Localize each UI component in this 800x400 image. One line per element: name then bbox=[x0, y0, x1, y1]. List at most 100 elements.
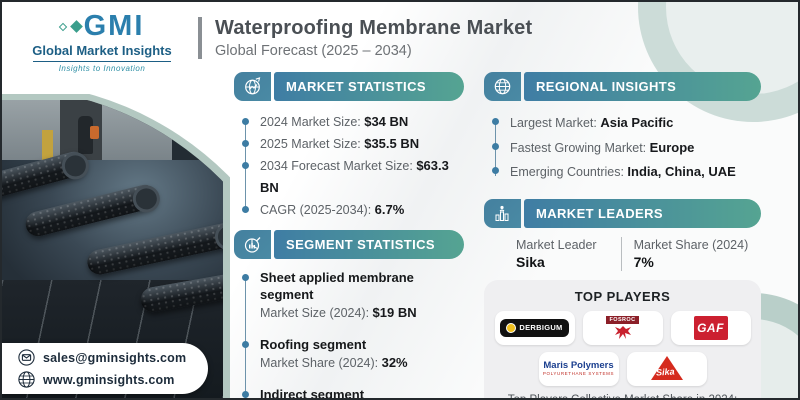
regional-insights-icon-chip bbox=[484, 72, 521, 101]
email-text: sales@gminsights.com bbox=[43, 350, 187, 365]
section-title: MARKET LEADERS bbox=[524, 198, 761, 228]
regional-insights-header: REGIONAL INSIGHTS bbox=[484, 72, 761, 101]
segment-statistics-list: Sheet applied membrane segment Market Si… bbox=[242, 269, 464, 400]
photo-equipment bbox=[42, 130, 53, 160]
gaf-logo: GAF bbox=[693, 315, 728, 340]
stat-item: CAGR (2025-2034): 6.7% bbox=[242, 199, 464, 221]
tagline-divider bbox=[33, 61, 171, 62]
stat-value: $34 BN bbox=[364, 114, 409, 129]
gmi-logo: GMI Global Market Insights Insights to I… bbox=[22, 10, 182, 74]
stat-value: 6.7% bbox=[374, 202, 405, 217]
segment-item: Sheet applied membrane segment Market Si… bbox=[242, 269, 464, 323]
top-players-title: TOP PLAYERS bbox=[574, 288, 671, 304]
sika-logo: Sika bbox=[649, 355, 685, 382]
market-statistics-list: 2024 Market Size: $34 BN 2025 Market Siz… bbox=[242, 111, 464, 221]
regional-label: Largest Market: bbox=[510, 116, 601, 130]
maris-logo-text: Maris Polymers bbox=[543, 359, 614, 371]
section-title: SEGMENT STATISTICS bbox=[274, 230, 464, 259]
segment-value: 32% bbox=[381, 355, 408, 370]
segment-label: Market Size (2024): bbox=[260, 306, 373, 320]
segment-name: Sheet applied membrane segment bbox=[260, 270, 414, 302]
segment-label: Market Share (2024): bbox=[260, 356, 382, 370]
market-share-label: Market Share (2024) bbox=[633, 237, 749, 252]
report-title-block: Waterproofing Membrane Market Global For… bbox=[198, 17, 532, 59]
market-leader-cell: Market Leader Sika bbox=[484, 237, 597, 271]
regional-value: Europe bbox=[649, 139, 695, 155]
market-share-value: 7% bbox=[633, 253, 654, 270]
section-title: MARKET STATISTICS bbox=[274, 72, 464, 101]
stat-value: $63.3 BN bbox=[260, 158, 449, 195]
photo-worker-vest bbox=[90, 126, 99, 139]
stat-value: $35.5 BN bbox=[364, 136, 420, 151]
left-stats-column: MARKET STATISTICS 2024 Market Size: $34 … bbox=[234, 72, 464, 400]
pie-chart-magnifier-icon bbox=[244, 237, 261, 253]
segment-statistics-icon-chip bbox=[234, 230, 271, 259]
stat-label: 2034 Forecast Market Size: bbox=[260, 159, 417, 173]
players-footer-label: Top Players Collective Market Share in 2… bbox=[507, 393, 738, 400]
maris-polymers-logo: Maris Polymers POLYURETHANE SYSTEMS bbox=[542, 359, 615, 377]
player-derbigum: DERBIGUM bbox=[494, 310, 575, 345]
contact-card: sales@gminsights.com www.gminsights.com bbox=[2, 343, 208, 394]
fosroc-logo: FOSROC bbox=[605, 315, 640, 340]
market-leader-value: Sika bbox=[516, 253, 545, 270]
email-icon bbox=[18, 349, 35, 366]
page-title: Waterproofing Membrane Market bbox=[215, 17, 533, 39]
contact-email-link[interactable]: sales@gminsights.com bbox=[18, 349, 208, 366]
market-statistics-header: MARKET STATISTICS bbox=[234, 72, 464, 101]
derbigum-logo: DERBIGUM bbox=[500, 318, 569, 337]
regional-insights-list: Largest Market: Asia Pacific Fastest Gro… bbox=[492, 111, 761, 185]
page-subtitle: Global Forecast (2025 – 2034) bbox=[215, 43, 412, 59]
leader-bar-chart-icon bbox=[495, 205, 509, 221]
stat-label: 2024 Market Size: bbox=[260, 115, 365, 129]
company-name: Global Market Insights bbox=[32, 43, 172, 58]
segment-name: Indirect segment bbox=[260, 387, 365, 400]
logo-diamond-icon bbox=[58, 22, 67, 31]
market-leaders-icon-chip bbox=[484, 198, 521, 228]
market-share-cell: Market Share (2024) 7% bbox=[620, 236, 749, 271]
regional-value: Asia Pacific bbox=[600, 115, 674, 130]
waterproofing-photo bbox=[2, 100, 223, 398]
regional-value: India, China, UAE bbox=[627, 164, 736, 179]
logo-text: GMI bbox=[83, 10, 145, 42]
regional-item: Fastest Growing Market: Europe bbox=[492, 136, 761, 161]
segment-value: $19 BN bbox=[372, 305, 417, 320]
website-globe-icon bbox=[18, 371, 35, 388]
stat-item: 2024 Market Size: $34 BN bbox=[242, 111, 464, 133]
company-tagline: Insights to Innovation bbox=[58, 64, 146, 73]
player-sika: Sika bbox=[626, 351, 707, 386]
segment-item: Indirect segment Market Share (2024): 71… bbox=[242, 386, 464, 400]
player-gaf: GAF bbox=[670, 310, 751, 345]
globe-icon bbox=[494, 78, 511, 95]
derbigum-logo-text: DERBIGUM bbox=[519, 323, 563, 332]
contact-website-link[interactable]: www.gminsights.com bbox=[18, 371, 208, 388]
regional-item: Emerging Countries: India, China, UAE bbox=[492, 160, 761, 185]
segment-statistics-header: SEGMENT STATISTICS bbox=[234, 230, 464, 259]
top-players-box: TOP PLAYERS DERBIGUM FOSROC GAF bbox=[484, 279, 761, 400]
sika-triangle-icon bbox=[650, 355, 683, 380]
sika-logo-text: Sika bbox=[655, 365, 675, 378]
maris-logo-subtext: POLYURETHANE SYSTEMS bbox=[542, 370, 615, 376]
market-leader-label: Market Leader bbox=[516, 237, 597, 252]
market-leaders-header: MARKET LEADERS bbox=[484, 198, 761, 228]
player-fosroc: FOSROC bbox=[582, 310, 663, 345]
section-title: REGIONAL INSIGHTS bbox=[524, 72, 761, 101]
globe-chart-icon bbox=[245, 77, 261, 95]
market-statistics-icon-chip bbox=[234, 72, 271, 101]
players-row-2: Maris Polymers POLYURETHANE SYSTEMS Sika bbox=[494, 351, 751, 386]
stat-item: 2025 Market Size: $35.5 BN bbox=[242, 133, 464, 155]
players-footer: Top Players Collective Market Share in 2… bbox=[494, 393, 751, 400]
players-row-1: DERBIGUM FOSROC GAF bbox=[494, 310, 751, 345]
right-insights-column: REGIONAL INSIGHTS Largest Market: Asia P… bbox=[484, 72, 761, 400]
regional-label: Emerging Countries: bbox=[510, 165, 628, 179]
stat-item: 2034 Forecast Market Size: $63.3 BN bbox=[242, 155, 464, 199]
segment-item: Roofing segment Market Share (2024): 32% bbox=[242, 336, 464, 373]
segment-name: Roofing segment bbox=[260, 337, 367, 352]
website-text: www.gminsights.com bbox=[43, 372, 175, 387]
regional-label: Fastest Growing Market: bbox=[510, 140, 650, 155]
fosroc-logo-text: FOSROC bbox=[605, 315, 640, 324]
photo-worker bbox=[78, 116, 93, 154]
derbigum-dot-icon bbox=[506, 322, 517, 333]
logo-diamond-icon bbox=[69, 20, 83, 33]
market-leader-row: Market Leader Sika Market Share (2024) 7… bbox=[484, 236, 761, 271]
